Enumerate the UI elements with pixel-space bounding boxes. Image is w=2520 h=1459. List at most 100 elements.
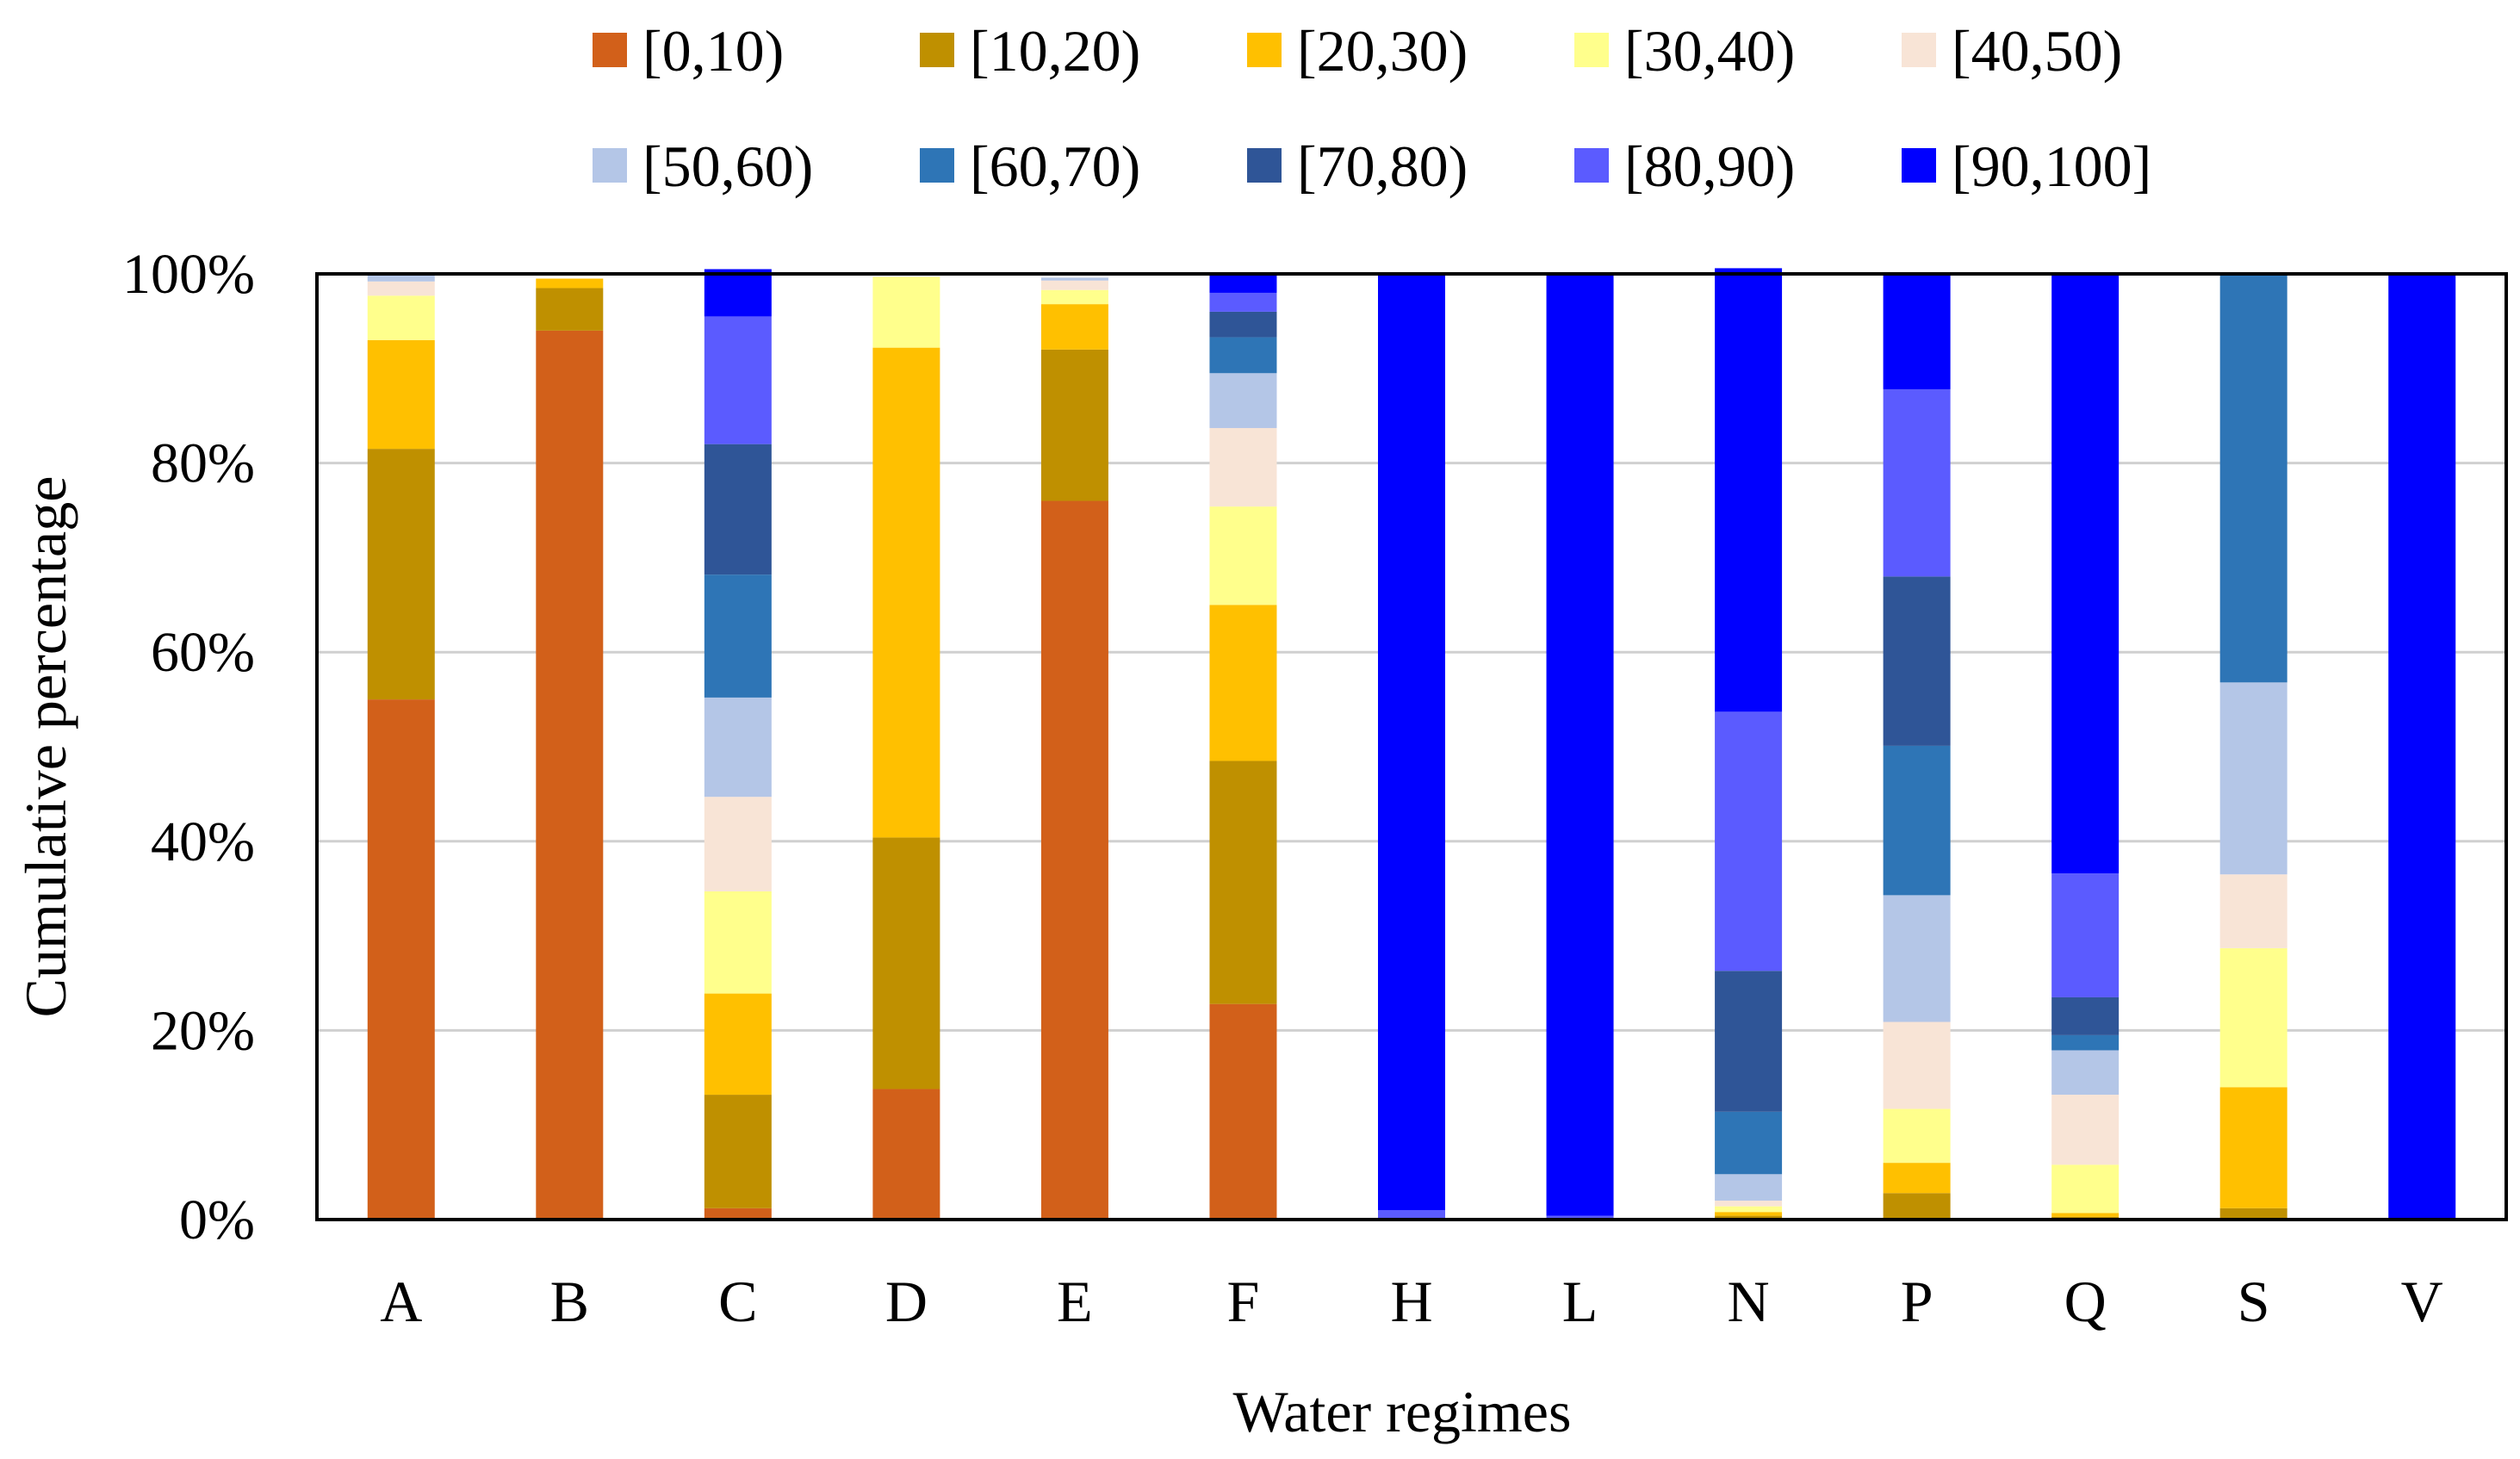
bar-segment	[1209, 1003, 1277, 1220]
bar-segment	[1883, 1163, 1951, 1194]
bar-segment	[2219, 874, 2287, 948]
bar-segment	[2219, 947, 2287, 1088]
bar-segment	[1883, 1193, 1951, 1220]
bar-segment	[872, 837, 940, 1090]
bar-segment	[536, 288, 604, 331]
bar-segment	[367, 274, 435, 282]
x-tick-label: V	[2401, 1269, 2443, 1334]
bar-segment	[1883, 1021, 1951, 1109]
bar-segment	[1378, 1210, 1445, 1220]
bar-segment	[1715, 268, 1783, 712]
plot-frame	[315, 272, 2508, 1221]
bar-segment	[367, 699, 435, 1220]
bar-segment	[536, 278, 604, 289]
legend-label: [0,10)	[642, 18, 784, 84]
bar-segment	[1546, 274, 1614, 1216]
bar-segment	[872, 347, 940, 838]
x-tick-label: A	[380, 1269, 422, 1334]
bar-segment	[1715, 971, 1783, 1112]
bar-segment	[872, 1089, 940, 1220]
bar-segment	[704, 316, 772, 444]
legend-swatch	[593, 33, 627, 67]
bar-segment	[1209, 292, 1277, 312]
y-tick-label: 20%	[151, 999, 255, 1062]
bar-segment	[1209, 311, 1277, 338]
bar-segment	[704, 444, 772, 575]
bar-segment	[1378, 274, 1445, 1211]
x-tick-label: C	[718, 1269, 757, 1334]
bar-segment	[1715, 1206, 1783, 1213]
legend-swatch	[1247, 33, 1282, 67]
bar-segment	[2388, 274, 2456, 1220]
bar-segment	[2219, 274, 2287, 683]
bar-segment	[367, 295, 435, 340]
y-axis-ticks: 0% 20% 40% 60% 80% 100%	[122, 243, 255, 1251]
legend-label: [20,30)	[1297, 18, 1468, 84]
x-tick-label: H	[1390, 1269, 1432, 1334]
bar-segment	[872, 276, 940, 348]
bar-segment	[704, 1208, 772, 1220]
x-tick-label: F	[1227, 1269, 1260, 1334]
bar-segment	[1883, 745, 1951, 896]
bar-segment	[2051, 873, 2120, 997]
bar-segment	[536, 330, 604, 1220]
legend-swatch	[1574, 33, 1609, 67]
bar-segment	[1715, 711, 1783, 972]
bar-segment	[1883, 388, 1951, 577]
bar-segment	[2051, 1095, 2120, 1165]
bar-segment	[704, 574, 772, 698]
bar-segment	[2051, 996, 2120, 1035]
bar-segment	[1883, 895, 1951, 1022]
bar-segment	[1209, 605, 1277, 761]
bar-segment	[2051, 274, 2120, 874]
legend-label: [50,60)	[642, 133, 813, 199]
legend-swatch	[1574, 148, 1609, 183]
legend-swatch	[1247, 148, 1282, 183]
bar-segment	[2219, 1208, 2287, 1220]
bar-segment	[1209, 337, 1277, 374]
bar-segment	[1546, 1215, 1614, 1220]
bar-segment	[367, 339, 435, 450]
bar-segment	[704, 993, 772, 1096]
legend-swatch	[593, 148, 627, 183]
bar-segment	[704, 269, 772, 317]
x-tick-label: B	[550, 1269, 589, 1334]
bar-segment	[1715, 1111, 1783, 1175]
bar-segment	[1040, 500, 1108, 1220]
bar-segment	[1040, 349, 1108, 501]
bar-segment	[1715, 1174, 1783, 1201]
bar-segment	[367, 281, 435, 296]
bar-segment	[1715, 1201, 1783, 1207]
x-tick-label: D	[885, 1269, 928, 1334]
y-tick-label: 40%	[151, 810, 255, 873]
legend-swatch	[920, 33, 954, 67]
y-tick-label: 80%	[151, 432, 255, 495]
legend-label: [40,50)	[1952, 18, 2122, 84]
x-tick-label: E	[1057, 1269, 1093, 1334]
y-tick-label: 60%	[151, 621, 255, 684]
y-tick-label: 100%	[122, 243, 255, 306]
bar-segment	[2051, 1213, 2120, 1217]
bar-segment	[367, 449, 435, 700]
legend: [0,10) [10,20) [20,30) [30,40) [40,50) [50,60…	[593, 18, 2151, 199]
legend-label: [60,70)	[970, 133, 1140, 199]
bar-segment	[1040, 280, 1108, 290]
x-tick-label: Q	[2064, 1269, 2107, 1334]
bar-segment	[2219, 682, 2287, 875]
bar-segment	[1040, 277, 1108, 281]
bar-segment	[704, 1095, 772, 1208]
bar-segment	[2219, 1087, 2287, 1208]
bars	[367, 268, 2456, 1220]
bar-segment	[1209, 274, 1277, 293]
legend-swatch	[920, 148, 954, 183]
bar-segment	[1209, 427, 1277, 507]
x-tick-label: N	[1728, 1269, 1770, 1334]
bar-segment	[704, 891, 772, 994]
bar-segment	[2051, 1164, 2120, 1214]
bar-segment	[704, 797, 772, 891]
legend-label: [70,80)	[1297, 133, 1468, 199]
bar-segment	[1209, 506, 1277, 605]
legend-swatch	[1902, 148, 1936, 183]
